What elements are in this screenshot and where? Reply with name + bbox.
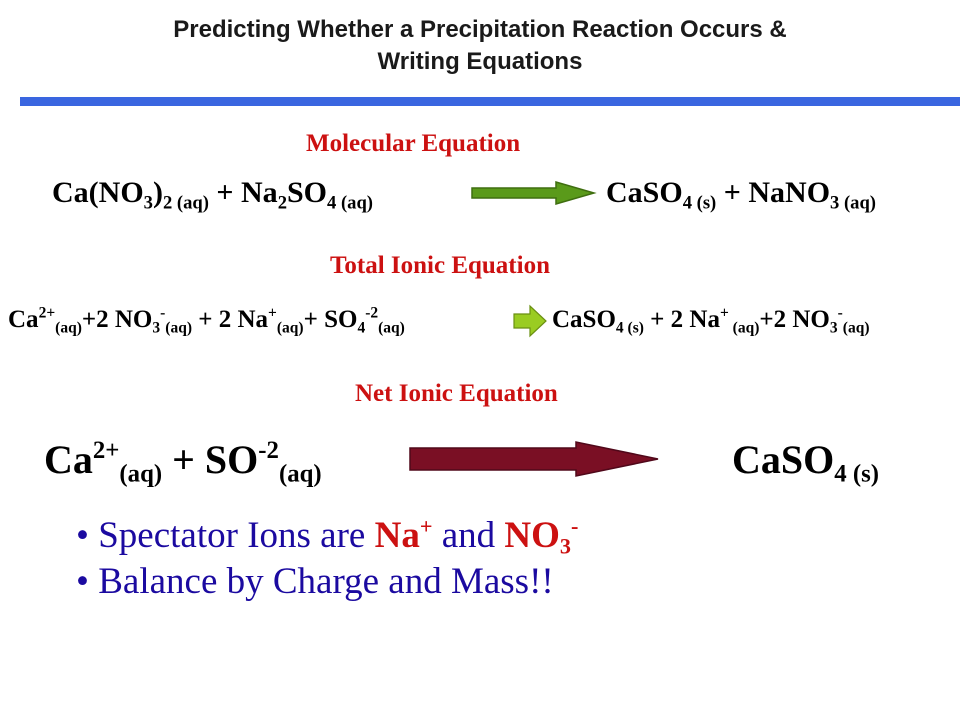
slide-title: Predicting Whether a Precipitation React… — [0, 14, 960, 78]
bullet-balance: • Balance by Charge and Mass!! — [76, 561, 554, 602]
net-ionic-equation-heading: Net Ionic Equation — [355, 380, 558, 407]
green-arrow-icon — [471, 181, 597, 205]
molecular-reactants: Ca(NO3)2 (aq) + Na2SO4 (aq) — [52, 176, 373, 214]
net-ionic-reactants: Ca2+(aq) + SO-2(aq) — [44, 437, 322, 488]
total-ionic-reactants: Ca2+(aq)+2 NO3-(aq) + 2 Na+(aq)+ SO4-2(a… — [8, 304, 405, 337]
maroon-arrow-icon — [409, 441, 659, 477]
title-line-1: Predicting Whether a Precipitation React… — [173, 16, 787, 43]
molecular-products: CaSO4 (s) + NaNO3 (aq) — [606, 176, 876, 214]
bullet-spectator-ions: • Spectator Ions are Na+ and NO3- — [76, 513, 579, 559]
bullet-list: • Spectator Ions are Na+ and NO3- • Bala… — [76, 514, 578, 606]
net-ionic-products: CaSO4 (s) — [732, 437, 880, 488]
molecular-equation-heading: Molecular Equation — [306, 130, 521, 157]
total-ionic-products: CaSO4 (s) + 2 Na+ (aq)+2 NO3-(aq) — [552, 304, 870, 337]
total-ionic-equation-heading: Total Ionic Equation — [330, 252, 550, 279]
title-divider — [20, 97, 960, 106]
lime-arrow-icon — [513, 304, 547, 338]
title-line-2: Writing Equations — [377, 48, 583, 75]
